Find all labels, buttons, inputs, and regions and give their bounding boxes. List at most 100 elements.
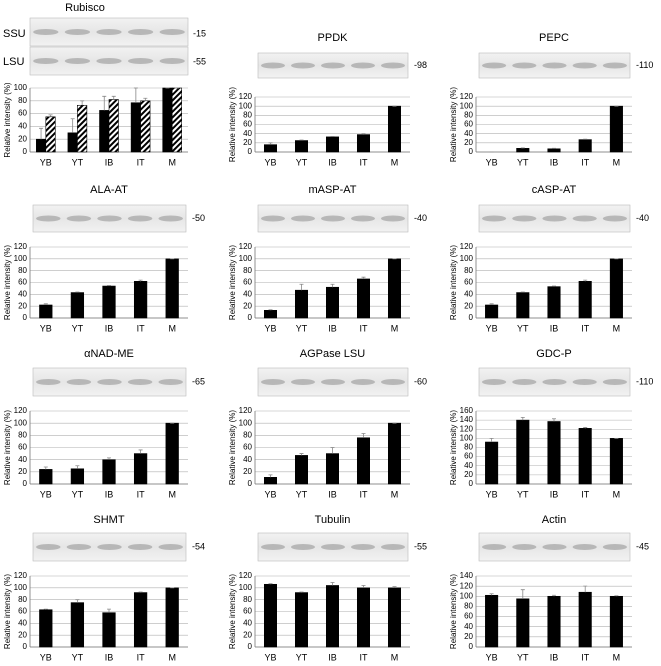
blot-band [66,544,92,550]
y-tick-label: 0 [23,642,28,651]
blot-band [602,62,627,69]
y-tick-label: 60 [243,443,252,452]
bar [263,477,277,485]
mw-label: -55 [414,541,427,551]
error-bar [70,118,75,133]
bar [165,422,179,485]
y-tick-label: 100 [460,591,474,600]
chart-title: ALA-AT [90,184,128,196]
y-tick-label: 80 [18,595,27,604]
x-tick-label: YT [517,489,529,499]
blot-band [512,62,537,69]
bar [325,136,339,153]
y-tick-label: 120 [460,581,474,590]
x-tick-label: YT [72,323,84,333]
blot-band [33,58,59,64]
y-tick-label: 40 [464,129,473,138]
error-bar [330,283,335,288]
bar [325,453,339,485]
y-tick-label: 40 [18,618,27,627]
x-tick-label: YT [72,157,84,167]
error-bar [268,309,273,311]
blot-band [127,29,154,35]
bar [294,140,308,153]
bar [387,422,401,485]
bar [609,595,623,648]
mw-label: -50 [192,213,205,223]
error-bar [268,583,273,585]
x-tick-label: YB [40,157,52,167]
y-tick-label: 40 [243,455,252,464]
bar [547,286,561,319]
error-bar [75,291,80,293]
x-tick-label: M [391,489,399,499]
y-tick-label: 20 [18,134,27,143]
blot-band [261,215,285,222]
blot-band [381,379,405,385]
blot-band [482,379,507,385]
y-tick-label: 40 [18,289,27,298]
blot-band [572,215,597,222]
bar [356,587,370,648]
bar [387,258,401,319]
y-tick-label: 120 [14,242,28,251]
x-tick-label: YT [517,157,529,167]
blot-band [321,215,345,222]
x-tick-label: IT [137,157,146,167]
error-bar [43,303,48,305]
error-bar [552,418,556,422]
blot-band [321,379,345,385]
y-tick-label: 60 [464,120,473,129]
x-tick-label: M [613,157,621,167]
blot-band [602,544,627,550]
blot-band [36,379,61,385]
x-tick-label: IT [360,652,369,662]
bar [294,455,308,485]
bar [171,87,182,153]
y-tick-label: 20 [464,138,473,147]
x-tick-label: M [168,323,176,333]
error-bar [138,449,143,454]
error-bar [361,433,366,438]
y-tick-label: 60 [18,109,27,118]
y-tick-label: 60 [464,612,473,621]
y-axis-label: Relative intensity (%) [228,87,237,162]
x-tick-label: M [391,652,399,662]
blot-band [97,379,122,385]
x-tick-label: M [168,157,176,167]
blot-band [261,62,285,69]
y-tick-label: 100 [239,418,253,427]
x-tick-label: YB [264,323,276,333]
y-tick-label: 120 [460,242,474,251]
y-tick-label: 20 [18,301,27,310]
chart-title: PEPC [539,32,569,44]
error-bar [48,114,53,117]
x-tick-label: YB [40,489,52,499]
chart-title: PPDK [318,32,349,44]
y-tick-label: 0 [248,147,253,156]
error-bar [133,87,138,103]
x-tick-label: YB [40,652,52,662]
y-tick-label: 40 [243,129,252,138]
y-tick-label: 80 [464,110,473,119]
y-tick-label: 60 [18,443,27,452]
x-tick-label: IT [360,323,369,333]
error-bar [75,465,80,469]
blot-band [351,379,375,385]
error-bar [43,608,48,610]
y-tick-label: 140 [460,415,474,424]
bar [578,139,592,153]
y-tick-label: 80 [243,110,252,119]
blot-band [381,544,405,550]
bar [485,304,499,319]
x-tick-label: M [168,489,176,499]
blot-band [351,544,375,550]
y-tick-label: 20 [243,138,252,147]
y-tick-label: 20 [464,470,473,479]
blot-band [572,544,597,550]
mw-label: -60 [414,376,427,386]
error-bar [489,593,494,596]
error-bar [552,594,556,597]
chart-title: mASP-AT [308,184,356,196]
y-tick-label: 140 [460,571,474,580]
